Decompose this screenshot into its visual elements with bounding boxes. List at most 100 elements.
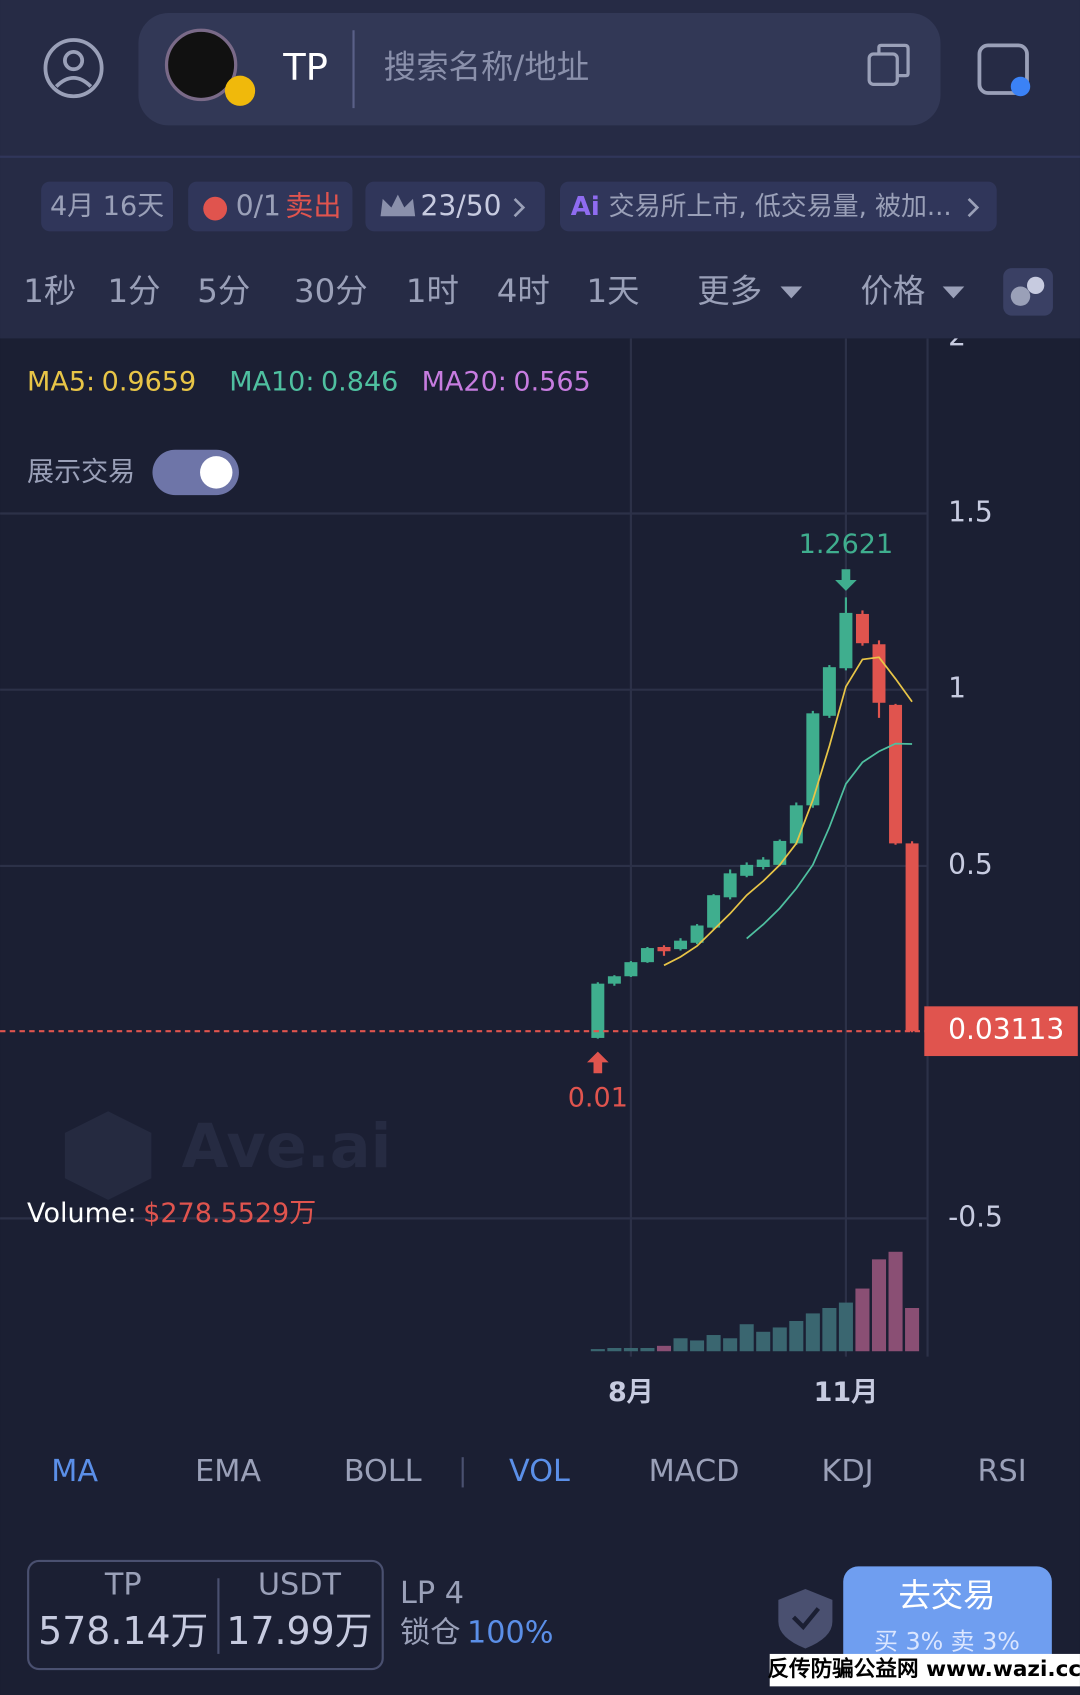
interval-tab[interactable]: 1时 (406, 272, 459, 310)
indicator-tab[interactable]: MA (51, 1454, 98, 1489)
chevron (967, 197, 980, 218)
volume-label: Volume: (27, 1197, 137, 1228)
search-placeholder[interactable]: 搜索名称/地址 (384, 48, 589, 86)
volume-bar (822, 1308, 837, 1352)
chevron (513, 197, 526, 218)
trade-button[interactable] (843, 1566, 1052, 1675)
trade-button-label: 去交易 (898, 1577, 995, 1615)
volume-bar (905, 1308, 920, 1352)
volume-bar (838, 1302, 853, 1352)
candle-body (822, 667, 836, 716)
volume-bar (756, 1331, 771, 1352)
ma-name: MA20: (422, 366, 507, 397)
indicator-tab[interactable]: VOL (509, 1454, 570, 1489)
copy-button[interactable] (867, 43, 910, 86)
token-symbol: TP (282, 46, 328, 89)
toggle-knob (200, 456, 233, 489)
interval-tab[interactable]: 1天 (586, 272, 639, 310)
settings-icon (1010, 286, 1031, 306)
interval-tab[interactable]: 更多 (697, 272, 762, 310)
profile-body (54, 75, 93, 88)
candle-body (855, 613, 869, 644)
interval-tab[interactable]: 1秒 (23, 272, 76, 310)
pool-lp: LP 4 (400, 1576, 464, 1611)
tag-ai: 交易所上市, 低交易量, 被加... (609, 192, 952, 222)
tag[interactable] (41, 181, 174, 232)
profile-button[interactable] (43, 38, 104, 99)
wallet-button[interactable] (977, 43, 1031, 97)
tag[interactable] (559, 181, 997, 232)
volume-bar (607, 1348, 622, 1352)
candle-body (905, 843, 919, 1032)
y-tick-label: 1 (948, 672, 966, 705)
chart: -0.5 0.5 1 1.5 2 (0, 338, 1003, 1357)
candle-body (839, 612, 853, 669)
dropdown-arrow (780, 286, 803, 299)
pool-box (27, 1559, 384, 1671)
shield-check (791, 1607, 821, 1631)
ma-line (663, 656, 913, 967)
indicator-tab[interactable]: BOLL (344, 1454, 422, 1489)
volume-bar (640, 1348, 655, 1352)
volume-bar (855, 1288, 870, 1352)
interval-tab[interactable]: 5分 (197, 272, 250, 310)
tag[interactable] (188, 181, 353, 232)
profile-icon (43, 38, 104, 99)
volume-bar (739, 1324, 754, 1352)
candle-body (707, 895, 721, 928)
volume-bar (805, 1313, 820, 1352)
footer-watermark-bg (769, 1653, 1080, 1687)
ma-line (746, 742, 913, 940)
interval-tab[interactable]: 价格 (861, 272, 926, 310)
indicator-tab[interactable]: MACD (649, 1454, 740, 1489)
candle-body (657, 947, 671, 952)
tag-top: 23/50 (421, 190, 502, 223)
chain-badge (224, 75, 256, 106)
candle-body (607, 976, 621, 984)
tag-sell: 0/1 卖出 (236, 190, 342, 223)
interval-tab[interactable]: 1分 (108, 272, 161, 310)
lock-pct: 100% (467, 1615, 553, 1650)
money-icon (203, 196, 228, 221)
copy-icon-back (877, 43, 910, 78)
volume-bar (772, 1327, 787, 1352)
high-arrow (835, 569, 857, 591)
sell-label: 卖出 (285, 190, 341, 223)
tag[interactable] (365, 181, 545, 232)
candle-body (806, 713, 820, 806)
y-tick-label: 0.5 (948, 848, 993, 881)
tag-age: 4月 16天 (50, 191, 164, 222)
pool-quote: USDT (258, 1567, 342, 1602)
high-label: 1.2621 (799, 529, 894, 560)
interval-tab[interactable]: 30分 (294, 272, 368, 310)
volume-bar (590, 1349, 605, 1352)
candle-body (690, 925, 704, 943)
volume-bar (789, 1320, 804, 1352)
candle-body (674, 940, 688, 950)
low-label: 0.01 (568, 1083, 628, 1114)
trade-fees: 买 3% 卖 3% (874, 1628, 1020, 1656)
search-box[interactable] (138, 12, 941, 126)
indicator-tab[interactable]: RSI (978, 1454, 1027, 1489)
interval-tab[interactable]: 4时 (497, 272, 550, 310)
y-tick-label: 1.5 (948, 496, 993, 529)
last-price-label: 0.03113 (948, 1013, 1064, 1046)
pool-base: TP (104, 1567, 142, 1602)
volume-bar (723, 1338, 738, 1352)
x-tick-label: 8月 (608, 1377, 654, 1408)
last-price-tag (924, 1006, 1078, 1057)
volume-bar (623, 1348, 638, 1352)
ai-icon: Ai (571, 192, 600, 222)
volume-legend: Volume: $278.5529万 (27, 1197, 316, 1228)
candle-body (640, 948, 654, 963)
candle-body (740, 864, 754, 876)
indicator-tab[interactable]: KDJ (822, 1454, 874, 1489)
ma-name: MA10: (229, 366, 314, 397)
wallet-icon (977, 43, 1029, 95)
indicator-tab[interactable]: EMA (195, 1454, 261, 1489)
copy-icon (867, 52, 899, 86)
volume-bar (888, 1251, 903, 1352)
candle-body (872, 644, 886, 703)
